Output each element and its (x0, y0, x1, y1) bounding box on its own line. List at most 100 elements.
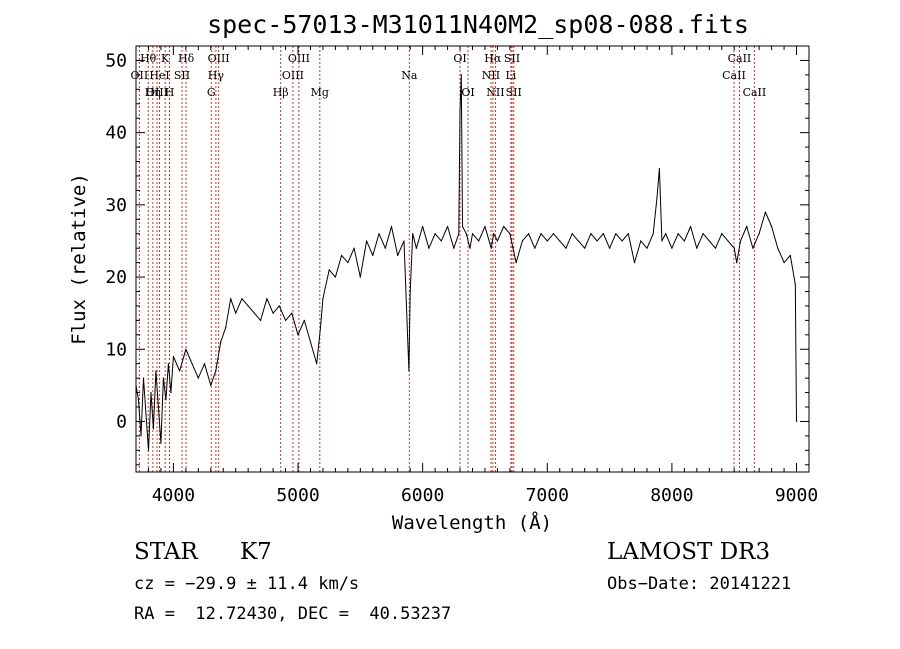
y-tick-label-40: 40 (105, 123, 127, 144)
data-point-42 (328, 269, 330, 271)
line-label-19: Hα (484, 52, 502, 65)
data-point-59 (422, 225, 424, 228)
data-point-102 (656, 197, 658, 199)
data-point-106 (671, 247, 673, 249)
data-point-5 (147, 449, 150, 451)
data-point-58 (415, 247, 418, 249)
data-point-10 (160, 442, 162, 444)
data-point-98 (633, 262, 636, 264)
object-type: STAR (134, 539, 198, 565)
data-point-97 (627, 233, 629, 235)
line-label-15: Mg (311, 86, 329, 99)
data-point-35 (291, 312, 293, 314)
x-tick-label-7000: 7000 (526, 485, 569, 506)
data-point-4 (145, 413, 147, 415)
spectral-subclass: K7 (240, 539, 272, 565)
data-point-46 (353, 247, 355, 249)
line-label-23: Li (505, 69, 516, 82)
line-label-3: K (161, 52, 170, 65)
redshift-velocity: cz = −29.9 ± 11.4 km/s (134, 574, 360, 594)
data-point-111 (702, 233, 704, 235)
data-point-119 (746, 225, 748, 228)
spectral-line-labels: Hθ OII OIII K HeI Hη SII H Hδ OIII Hγ G OIII OIII Hβ Mg… (131, 52, 767, 99)
data-point-6 (150, 391, 152, 394)
data-point-15 (172, 355, 174, 358)
line-label-4: HeI (149, 69, 169, 82)
data-point-7 (152, 428, 155, 430)
spectral-line-markers (138, 46, 755, 472)
data-point-25 (230, 298, 232, 300)
y-axis-label: Flux (relative) (68, 173, 90, 345)
data-point-21 (210, 384, 212, 386)
data-point-26 (235, 312, 237, 314)
data-point-87 (565, 247, 567, 249)
data-point-126 (789, 254, 791, 256)
data-point-11 (162, 377, 165, 379)
data-point-121 (758, 233, 760, 235)
data-point-86 (559, 240, 561, 242)
series-line-0 (135, 74, 797, 451)
x-axis-label: Wavelength (Å) (392, 511, 552, 534)
data-point-61 (434, 233, 436, 235)
data-point-19 (197, 377, 199, 379)
data-point-109 (690, 225, 692, 228)
line-label-0: Hθ (140, 52, 157, 65)
data-point-22 (215, 370, 217, 372)
data-point-85 (552, 233, 555, 235)
x-tick-label-8000: 8000 (650, 485, 693, 506)
data-point-91 (590, 233, 592, 235)
line-label-5: Hη (145, 86, 161, 99)
data-point-110 (696, 247, 698, 249)
data-point-105 (665, 233, 667, 235)
data-point-94 (608, 247, 611, 249)
line-label-11: G (207, 86, 216, 99)
data-point-117 (736, 262, 738, 264)
data-point-82 (534, 247, 536, 249)
y-tick-label-30: 30 (105, 195, 127, 216)
line-label-20: NII (482, 69, 500, 82)
data-point-9 (157, 406, 160, 408)
line-label-6: SII (174, 69, 190, 82)
data-point-67 (460, 74, 462, 76)
data-point-41 (322, 298, 324, 300)
data-point-76 (496, 240, 499, 242)
data-point-83 (540, 233, 542, 235)
chart-title: spec-57013-M31011N40M2_sp08-088.fits (207, 10, 749, 39)
data-point-77 (503, 225, 505, 228)
data-point-93 (602, 233, 604, 235)
data-point-54 (403, 240, 405, 242)
line-label-14: Hβ (273, 86, 289, 99)
data-point-8 (155, 370, 157, 372)
data-point-108 (683, 240, 685, 242)
data-point-114 (721, 233, 723, 235)
data-point-56 (409, 290, 411, 293)
data-point-88 (571, 233, 573, 235)
line-label-18: OI (461, 86, 474, 99)
data-point-74 (490, 247, 492, 249)
data-point-100 (646, 247, 648, 249)
data-point-23 (220, 341, 222, 343)
flux-series (135, 74, 798, 451)
data-point-55 (408, 370, 410, 372)
data-point-16 (179, 370, 181, 372)
data-point-92 (596, 240, 598, 242)
data-point-128 (795, 420, 798, 423)
data-point-62 (440, 240, 442, 242)
data-point-52 (390, 225, 393, 228)
coordinates: RA = 12.72430, DEC = 40.53237 (134, 604, 452, 624)
y-tick-label-50: 50 (105, 50, 127, 71)
data-point-112 (708, 240, 710, 242)
data-point-78 (509, 233, 511, 235)
line-label-10: Hγ (208, 69, 225, 82)
data-point-30 (260, 319, 262, 321)
data-point-80 (521, 240, 523, 242)
data-point-89 (577, 240, 580, 242)
line-label-24: SII (506, 86, 522, 99)
data-point-104 (661, 240, 663, 242)
data-point-118 (739, 240, 742, 242)
survey-name: LAMOST DR3 (607, 539, 771, 565)
line-label-12: OIII (288, 52, 310, 65)
data-point-115 (727, 240, 729, 242)
plot-frame (135, 45, 810, 473)
